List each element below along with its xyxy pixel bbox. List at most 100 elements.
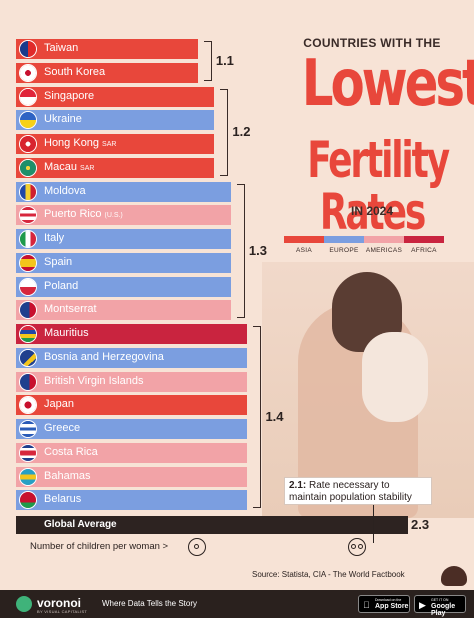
country-label: Costa Rica [44, 445, 98, 458]
mauritius-flag-icon [19, 325, 37, 343]
country-label: Puerto Rico (U.S.) [44, 208, 123, 221]
bar [16, 134, 215, 154]
bar [16, 300, 231, 321]
legend-label-americas: AMERICAS [365, 247, 403, 254]
source-note: Source: Statista, CIA - The World Factbo… [252, 570, 405, 579]
photo-figure-child [362, 332, 428, 422]
legend-swatch-africa [404, 236, 444, 243]
italy-flag-icon [19, 230, 37, 248]
legend-label-europe: EUROPE [329, 247, 359, 254]
japan-flag-icon [19, 396, 37, 415]
country-label: Montserrat [44, 303, 97, 316]
bar [16, 419, 248, 439]
moldova-flag-icon [19, 182, 37, 201]
legend-swatch-americas [364, 236, 404, 243]
voronoi-tagline: Where Data Tells the Story [102, 599, 198, 608]
bar [16, 347, 248, 368]
title-main: Lowest [301, 47, 474, 121]
bar [16, 442, 248, 463]
country-label: Poland [44, 279, 79, 292]
belarus-flag-icon [19, 491, 37, 510]
ukraine-flag-icon [19, 111, 37, 130]
country-label: South Korea [44, 65, 106, 78]
bosnia-flag-icon [19, 348, 37, 367]
bar [16, 39, 198, 59]
bahamas-flag-icon [19, 467, 37, 486]
google-play-button[interactable]: ▶ GET IT ON Google Play [414, 595, 466, 617]
bar [16, 324, 248, 344]
south-korea-flag-icon [19, 63, 37, 82]
app-store-button[interactable]:  Download on the App Store [358, 595, 410, 613]
group-bracket [203, 41, 212, 81]
country-label: Singapore [44, 89, 95, 102]
montserrat-flag-icon [19, 301, 37, 320]
child-icon [188, 538, 206, 556]
group-value-label: 1.2 [232, 124, 251, 140]
group-value-label: 1.4 [265, 409, 284, 425]
apple-icon:  [363, 600, 370, 610]
replacement-rate-callout: 2.1: Rate necessary to maintain populati… [284, 477, 432, 505]
country-label: Macau SAR [44, 160, 95, 173]
country-suffix: SAR [102, 141, 117, 148]
replacement-rate-line [373, 505, 374, 543]
two-children-icon [348, 538, 366, 556]
visual-capitalist-logo-icon [441, 566, 467, 586]
global-average-bar [16, 516, 408, 534]
play-icon: ▶ [419, 600, 426, 610]
voronoi-brand: voronoi [37, 596, 81, 610]
bar [16, 110, 215, 131]
singapore-flag-icon [19, 87, 37, 106]
bar [16, 86, 215, 107]
bar [16, 252, 231, 273]
greece-flag-icon [19, 420, 37, 438]
puerto-rico-flag-icon [19, 206, 37, 225]
spain-flag-icon [19, 253, 37, 272]
bar [16, 205, 231, 226]
group-bracket [236, 183, 245, 319]
bar [16, 276, 231, 297]
country-label: British Virgin Islands [44, 374, 144, 387]
group-value-label: 1.1 [215, 52, 234, 68]
group-bracket [220, 88, 229, 176]
bar [16, 466, 248, 487]
country-label: Japan [44, 398, 74, 411]
country-label: Hong Kong SAR [44, 137, 117, 149]
mother-child-photo [262, 262, 474, 518]
legend-swatch-asia [284, 236, 324, 243]
country-label: Ukraine [44, 113, 82, 126]
country-label: Bahamas [44, 469, 91, 482]
hong-kong-flag-icon [19, 135, 37, 153]
country-label: Belarus [44, 493, 82, 506]
country-label: Greece [44, 422, 81, 434]
legend: ASIA EUROPE AMERICAS AFRICA [284, 236, 444, 266]
country-label: Moldova [44, 184, 86, 197]
country-label: Italy [44, 232, 65, 244]
voronoi-logo-icon [16, 596, 32, 612]
bar [16, 157, 215, 178]
title-year: IN 2024 [350, 204, 394, 218]
bar [16, 181, 231, 202]
global-average-label: Global Average [44, 519, 117, 530]
bvi-flag-icon [19, 372, 37, 391]
global-average-value: 2.3 [411, 517, 430, 532]
bar [16, 395, 248, 416]
replacement-rate-value: 2.1: [289, 480, 307, 491]
axis-note: Number of children per woman > [30, 541, 169, 552]
group-bracket [253, 326, 262, 509]
poland-flag-icon [19, 277, 37, 296]
country-suffix: (U.S.) [104, 212, 123, 220]
costa-rica-flag-icon [19, 443, 37, 462]
replacement-rate-label: Rate necessary to maintain population st… [289, 480, 412, 503]
country-label: Bosnia and Herzegovina [44, 350, 164, 363]
legend-label-asia: ASIA [295, 247, 312, 254]
title-top: COUNTRIES WITH THE [303, 36, 441, 50]
macau-flag-icon [19, 158, 37, 177]
country-label: Spain [44, 255, 73, 268]
taiwan-flag-icon [19, 40, 37, 58]
country-label: Taiwan [44, 42, 79, 54]
country-label: Mauritius [44, 327, 89, 339]
country-suffix: SAR [80, 164, 95, 172]
bar [16, 490, 248, 511]
title-sub: Fertility Rates [307, 131, 450, 241]
